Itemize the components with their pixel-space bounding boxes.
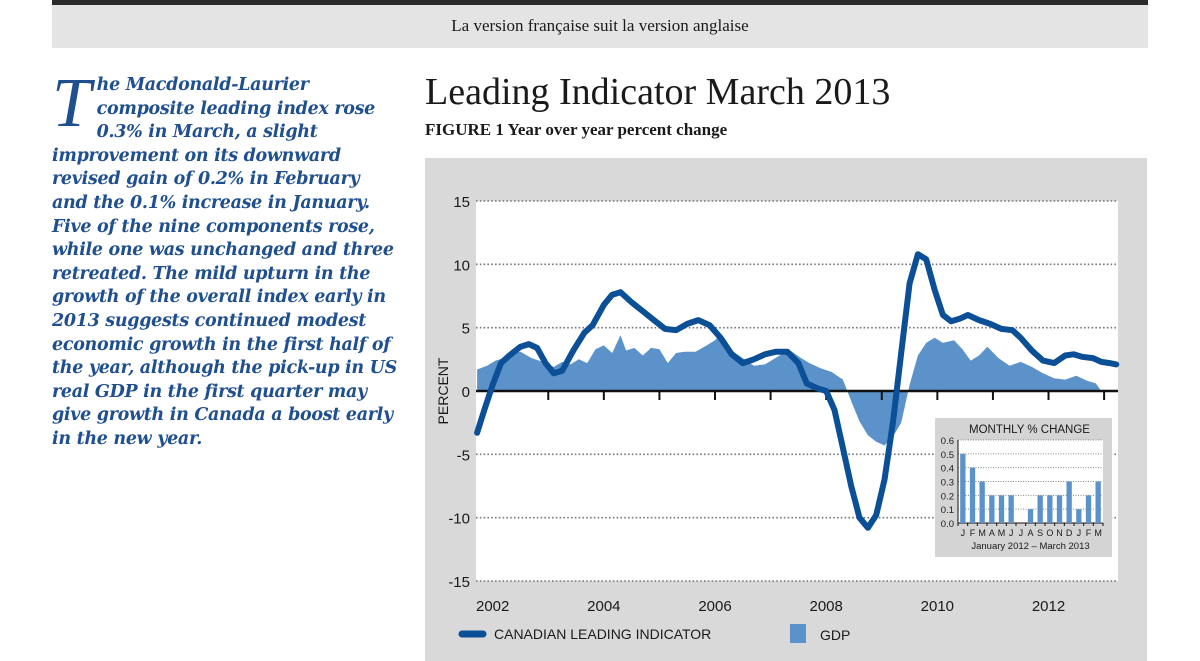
inset-y-tick-label: 0.4 bbox=[941, 464, 954, 475]
inset-x-tick-label: J bbox=[1019, 528, 1024, 538]
x-tick-label: 2006 bbox=[698, 598, 731, 615]
y-axis-label: PERCENT bbox=[435, 357, 451, 424]
inset-bar bbox=[979, 481, 985, 523]
page-title: Leading Indicator March 2013 bbox=[425, 71, 891, 113]
inset-x-tick-label: D bbox=[1066, 528, 1073, 538]
inset-x-tick-label: M bbox=[978, 528, 986, 538]
figure-subtitle: FIGURE 1 Year over year percent change bbox=[425, 120, 728, 139]
inset-x-tick-label: M bbox=[998, 528, 1006, 538]
x-tick-label: 2010 bbox=[921, 598, 954, 615]
inset-y-tick-label: 0.6 bbox=[941, 436, 954, 447]
x-tick-label: 2002 bbox=[476, 598, 509, 615]
inset-bar bbox=[1085, 495, 1092, 523]
inset-x-tick-label: S bbox=[1037, 528, 1043, 538]
inset-x-axis-label: January 2012 – March 2013 bbox=[971, 541, 1089, 552]
legend-label-gdp: GDP bbox=[820, 627, 850, 643]
inset-y-tick-label: 0.2 bbox=[941, 491, 954, 502]
inset-title: MONTHLY % CHANGE bbox=[969, 424, 1090, 436]
x-tick-label: 2008 bbox=[809, 598, 842, 615]
inset-bar bbox=[989, 495, 995, 523]
legend-area-swatch bbox=[790, 624, 806, 643]
inset-x-tick-label: J bbox=[1077, 528, 1082, 538]
y-tick-label: -15 bbox=[448, 574, 470, 591]
inset-x-tick-label: F bbox=[970, 528, 976, 538]
inset-bar bbox=[969, 467, 976, 523]
inset-x-tick-label: N bbox=[1056, 528, 1063, 538]
inset-x-tick-label: F bbox=[1086, 528, 1092, 538]
inset-bar bbox=[1008, 495, 1014, 523]
leading-indicator-line bbox=[474, 251, 1120, 531]
inset-x-tick-label: A bbox=[1027, 528, 1033, 538]
language-banner-text: La version française suit la version ang… bbox=[451, 16, 749, 35]
inset-bar bbox=[998, 495, 1005, 523]
drop-cap: T bbox=[52, 65, 91, 142]
inset-x-tick-label: J bbox=[961, 528, 966, 538]
y-tick-label: 15 bbox=[453, 194, 470, 211]
inset-y-tick-label: 0.0 bbox=[941, 519, 954, 530]
inset-y-tick-label: 0.3 bbox=[941, 478, 954, 489]
legend-label-leading-indicator: CANADIAN LEADING INDICATOR bbox=[494, 626, 711, 642]
inset-x-tick-label: A bbox=[989, 528, 995, 538]
x-tick-label: 2004 bbox=[587, 598, 620, 615]
inset-bar bbox=[1056, 495, 1063, 523]
inset-y-tick-label: 0.1 bbox=[941, 505, 954, 516]
y-tick-label: 10 bbox=[453, 257, 470, 274]
intro-text: he Macdonald-Laurier composite leading i… bbox=[52, 75, 397, 449]
inset-bar bbox=[960, 453, 966, 523]
inset-bar bbox=[1066, 481, 1072, 523]
inset-bar bbox=[1076, 509, 1082, 523]
language-banner: La version française suit la version ang… bbox=[52, 0, 1148, 48]
inset-bar bbox=[1095, 481, 1101, 523]
y-tick-label: -5 bbox=[457, 447, 470, 464]
inset-x-tick-label: O bbox=[1046, 528, 1053, 538]
inset-bar bbox=[1027, 509, 1034, 523]
y-tick-label: 0 bbox=[462, 384, 470, 401]
inset-x-tick-label: M bbox=[1094, 528, 1102, 538]
inset-x-tick-label: J bbox=[1009, 528, 1014, 538]
inset-y-tick-label: 0.5 bbox=[941, 450, 954, 461]
y-tick-label: 5 bbox=[462, 321, 470, 338]
x-tick-label: 2012 bbox=[1032, 598, 1065, 615]
y-tick-label: -10 bbox=[448, 511, 470, 528]
inset-bar bbox=[1037, 495, 1043, 523]
inset-bar bbox=[1047, 495, 1053, 523]
